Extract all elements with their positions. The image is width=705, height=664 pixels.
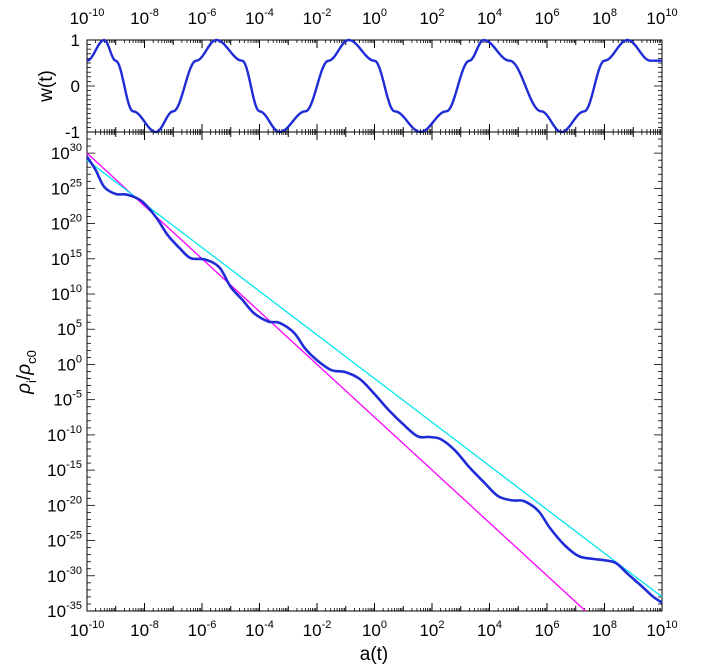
bottom-y-tick-label: 10-15 xyxy=(47,459,82,480)
bottom-x-tick-label: 106 xyxy=(534,619,559,640)
top-y-tick-label: 0 xyxy=(71,77,80,96)
bottom-y-tick-label: 1010 xyxy=(51,283,82,304)
bottom-x-tick-label: 10-8 xyxy=(130,619,159,640)
x-axis-label: a(t) xyxy=(360,644,389,664)
bottom-y-tick-label: 1015 xyxy=(51,248,82,269)
bottom-x-tick-label: 10-4 xyxy=(245,619,274,640)
bottom-x-tick-labels: 10-10 10-8 10-6 10-4 10-2 100 102 104 106 108 1010 xyxy=(70,619,678,640)
top-x-tick-label: 102 xyxy=(419,7,444,28)
top-y-tick-labels: 1 0 -1 xyxy=(65,31,80,142)
top-x-tick-label: 104 xyxy=(477,7,502,28)
top-x-tick-label: 108 xyxy=(592,7,617,28)
top-x-tick-label: 10-8 xyxy=(130,7,159,28)
bottom-panel-ticks xyxy=(86,131,663,612)
bottom-panel: 10-10 10-8 10-6 10-4 10-2 100 102 104 106 108 1010… xyxy=(14,131,678,664)
bottom-panel-frame xyxy=(86,131,663,612)
magenta-series-line xyxy=(86,152,586,612)
bottom-y-tick-label: 10-20 xyxy=(47,494,82,515)
bottom-y-tick-label: 10-5 xyxy=(53,389,82,410)
density-axis-label-text: ρi/ρc0 xyxy=(14,350,39,395)
cyan-series-line xyxy=(86,159,663,598)
bottom-y-tick-label: 105 xyxy=(57,318,82,339)
top-x-tick-labels: 10-10 10-8 10-6 10-4 10-2 100 102 104 106 108 1010 xyxy=(70,7,678,28)
top-x-tick-label: 100 xyxy=(362,7,387,28)
bottom-y-tick-labels: 1030 1025 1020 1015 1010 105 100 10-5 10-10 10-15… xyxy=(47,142,82,621)
bottom-y-tick-label: 10-30 xyxy=(47,565,82,586)
top-x-tick-label: 10-6 xyxy=(188,7,217,28)
bottom-y-tick-label: 1030 xyxy=(51,142,82,163)
top-y-tick-label: 1 xyxy=(71,31,80,50)
bottom-x-tick-label: 10-2 xyxy=(303,619,332,640)
bottom-series xyxy=(85,152,663,612)
bottom-x-tick-label: 10-6 xyxy=(188,619,217,640)
bottom-y-tick-label: 10-35 xyxy=(47,600,82,621)
bottom-x-tick-label: 104 xyxy=(477,619,502,640)
bottom-x-tick-label: 100 xyxy=(362,619,387,640)
top-x-tick-label: 1010 xyxy=(646,7,677,28)
bottom-y-tick-label: 100 xyxy=(57,353,82,374)
bottom-y-tick-label: 1020 xyxy=(51,213,82,234)
w-axis-label: w(t) xyxy=(36,70,57,103)
density-axis-label: ρi/ρc0 xyxy=(14,350,39,395)
top-x-tick-label: 10-2 xyxy=(303,7,332,28)
blue-series-line xyxy=(85,155,663,604)
bottom-y-tick-label: 10-10 xyxy=(47,424,82,445)
bottom-x-tick-label: 1010 xyxy=(646,619,677,640)
top-panel: 10-10 10-8 10-6 10-4 10-2 100 102 104 106 108 1010… xyxy=(36,7,678,142)
top-series xyxy=(86,38,662,134)
bottom-y-tick-label: 1025 xyxy=(51,177,82,198)
bottom-x-tick-label: 10-10 xyxy=(70,619,105,640)
bottom-y-tick-label: 10-25 xyxy=(47,530,82,551)
bottom-x-tick-label: 102 xyxy=(419,619,444,640)
top-x-tick-label: 10-10 xyxy=(70,7,105,28)
bottom-x-tick-label: 108 xyxy=(592,619,617,640)
top-y-tick-label: -1 xyxy=(65,123,80,142)
w-series-line xyxy=(86,38,662,134)
top-x-tick-label: 10-4 xyxy=(245,7,274,28)
top-x-tick-label: 106 xyxy=(534,7,559,28)
